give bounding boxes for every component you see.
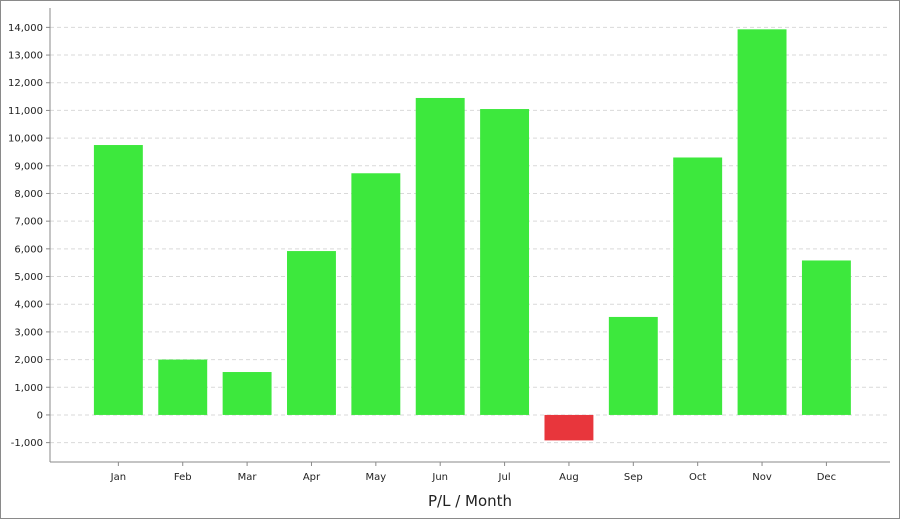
x-tick-label: May bbox=[365, 472, 386, 483]
x-tick-label: Feb bbox=[174, 472, 192, 483]
bar-oct bbox=[673, 157, 723, 415]
bars bbox=[93, 29, 851, 441]
x-tick-label: Jul bbox=[498, 472, 511, 483]
x-tick-label: Dec bbox=[817, 472, 836, 483]
y-tick-label: 11,000 bbox=[8, 106, 43, 117]
y-axis-ticks: -1,000 0 1,000 2,000 3,000 4,000 5,000 6,000 7,0… bbox=[8, 23, 50, 449]
bar-jul bbox=[480, 109, 530, 415]
x-tick-label: Sep bbox=[624, 472, 643, 483]
y-tick-label: 14,000 bbox=[8, 23, 43, 34]
y-tick-label: 4,000 bbox=[14, 300, 43, 311]
x-tick-label: Jan bbox=[110, 472, 126, 483]
axes bbox=[49, 8, 890, 463]
y-tick-label: 6,000 bbox=[14, 244, 43, 255]
bar-mar bbox=[222, 372, 272, 415]
bar-may bbox=[351, 173, 401, 415]
y-tick-label: 2,000 bbox=[14, 355, 43, 366]
x-tick-label: Aug bbox=[559, 472, 579, 483]
y-tick-label: 7,000 bbox=[14, 217, 43, 228]
y-tick-label: 0 bbox=[37, 410, 43, 421]
bar-dec bbox=[801, 260, 851, 415]
x-tick-label: Oct bbox=[689, 472, 706, 483]
bar-apr bbox=[287, 251, 336, 415]
x-axis-title: P/L / Month bbox=[428, 492, 512, 510]
x-tick-label: Apr bbox=[303, 472, 321, 483]
bar-feb bbox=[158, 359, 208, 415]
y-tick-label: 8,000 bbox=[14, 189, 43, 200]
bar-jan bbox=[93, 145, 143, 415]
y-tick-label: 3,000 bbox=[14, 327, 43, 338]
y-tick-label: 5,000 bbox=[14, 272, 43, 283]
bar-sep bbox=[608, 316, 658, 415]
y-tick-label: 13,000 bbox=[8, 51, 43, 62]
y-tick-label: 10,000 bbox=[8, 134, 43, 145]
y-tick-label: -1,000 bbox=[11, 438, 43, 449]
x-axis-ticks: Jan Feb Mar Apr May Jun Jul Aug Sep Oct Nov Dec bbox=[110, 462, 836, 483]
bar-jun bbox=[415, 97, 465, 415]
y-tick-label: 1,000 bbox=[14, 383, 43, 394]
bar-aug bbox=[544, 414, 594, 441]
x-tick-label: Mar bbox=[238, 472, 258, 483]
y-tick-label: 12,000 bbox=[8, 78, 43, 89]
x-tick-label: Jun bbox=[431, 472, 448, 483]
y-tick-label: 9,000 bbox=[14, 161, 43, 172]
bar-nov bbox=[737, 29, 787, 415]
x-tick-label: Nov bbox=[752, 472, 772, 483]
